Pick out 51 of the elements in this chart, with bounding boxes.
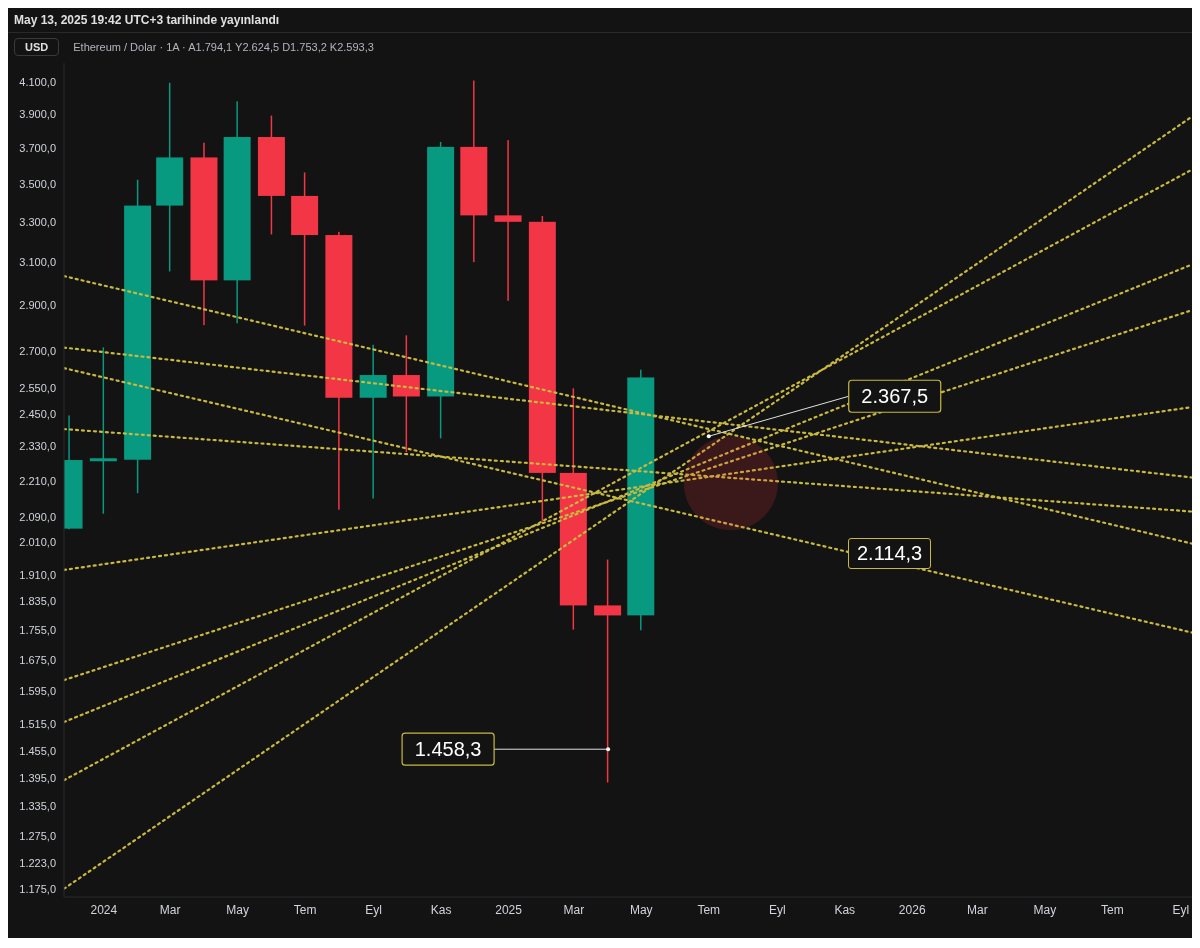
x-tick-label: Tem <box>1101 902 1124 917</box>
y-tick-label: 2.550,0 <box>19 382 56 395</box>
y-tick-label: 3.300,0 <box>19 215 56 228</box>
y-tick-label: 1.175,0 <box>19 882 56 895</box>
x-tick-label: May <box>1033 902 1057 917</box>
y-tick-label: 4.100,0 <box>19 75 56 88</box>
y-tick-label: 2.900,0 <box>19 299 56 312</box>
y-tick-label: 1.275,0 <box>19 829 56 842</box>
y-tick-label: 2.450,0 <box>19 408 56 421</box>
y-tick-label: 3.700,0 <box>19 141 56 154</box>
y-tick-label: 1.455,0 <box>19 744 56 757</box>
annotation: 2.367,5 <box>861 385 929 408</box>
y-tick-label: 1.595,0 <box>19 685 56 698</box>
y-tick-label: 2.330,0 <box>19 440 56 453</box>
y-tick-label: 2.210,0 <box>19 474 56 487</box>
x-tick-label: May <box>226 902 249 917</box>
candlestick <box>359 344 387 499</box>
y-tick-label: 1.835,0 <box>19 594 56 607</box>
y-tick-label: 1.755,0 <box>19 623 56 636</box>
x-tick-label: Kas <box>834 902 856 917</box>
x-tick-label: Eyl <box>365 902 382 917</box>
chart-subtitle: Ethereum / Dolar · 1A · A1.794,1 Y2.624,5 D1.753,2 K2.593,3 <box>73 41 374 53</box>
x-tick-label: 2025 <box>495 902 523 917</box>
x-tick-label: 2024 <box>90 902 118 917</box>
x-tick-label: Tem <box>293 902 317 917</box>
x-tick-label: Mar <box>159 902 181 917</box>
chart-title: May 13, 2025 19:42 UTC+3 tarihinde yayınlandı <box>8 8 1192 33</box>
y-tick-label: 3.500,0 <box>19 177 56 190</box>
y-tick-label: 1.910,0 <box>19 568 56 581</box>
y-tick-label: 2.010,0 <box>19 535 56 548</box>
y-tick-label: 1.335,0 <box>19 800 56 813</box>
x-tick-label: Kas <box>430 902 452 917</box>
x-tick-label: 2026 <box>898 902 926 917</box>
annotation: 2.114,3 <box>848 538 932 569</box>
annotation: 1.458,3 <box>414 738 482 761</box>
text: USD <box>14 38 60 56</box>
x-tick-label: Tem <box>697 902 721 917</box>
y-tick-label: 2.090,0 <box>19 510 56 523</box>
y-tick-label: 1.223,0 <box>19 856 56 869</box>
y-tick-label: 1.515,0 <box>19 718 56 731</box>
y-tick-label: 3.900,0 <box>19 107 56 120</box>
y-tick-label: 2.700,0 <box>19 345 56 358</box>
x-tick-label: Eyl <box>768 902 786 917</box>
x-tick-label: Mar <box>967 902 988 917</box>
candlestick <box>494 140 522 301</box>
y-tick-label: 1.675,0 <box>19 653 56 666</box>
x-tick-label: May <box>629 902 653 917</box>
x-tick-label: Eyl <box>1172 902 1190 917</box>
y-tick-label: 3.100,0 <box>19 256 56 269</box>
y-tick-label: 1.395,0 <box>19 771 56 784</box>
x-tick-label: Mar <box>563 902 585 917</box>
